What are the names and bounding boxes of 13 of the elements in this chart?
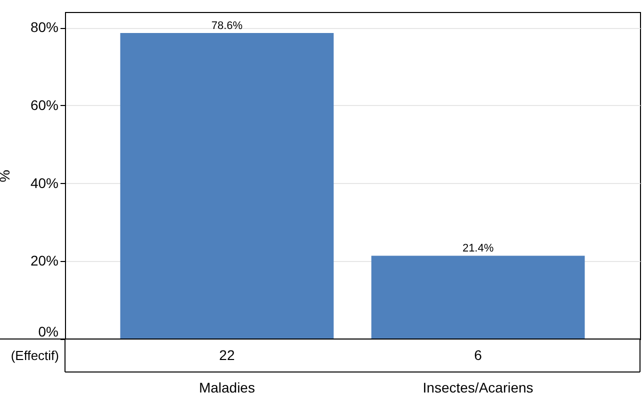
text: 6 xyxy=(474,347,482,363)
y-tick-label: 20% xyxy=(30,252,58,269)
x-tick-label: Insectes/Acariens xyxy=(422,380,534,396)
y-tick-label: 0% xyxy=(38,324,58,340)
text: 22 xyxy=(219,347,235,363)
data-label: 21.4% xyxy=(462,242,494,255)
y-tick-label: 40% xyxy=(30,174,58,191)
y-tick-label: 80% xyxy=(30,19,58,36)
text: (Effectif) xyxy=(10,348,59,363)
y-tick-label: 60% xyxy=(30,96,58,113)
x-tick-label: Maladies xyxy=(198,380,255,396)
y-axis-title: % xyxy=(0,170,12,182)
data-label: 78.6% xyxy=(211,20,243,32)
